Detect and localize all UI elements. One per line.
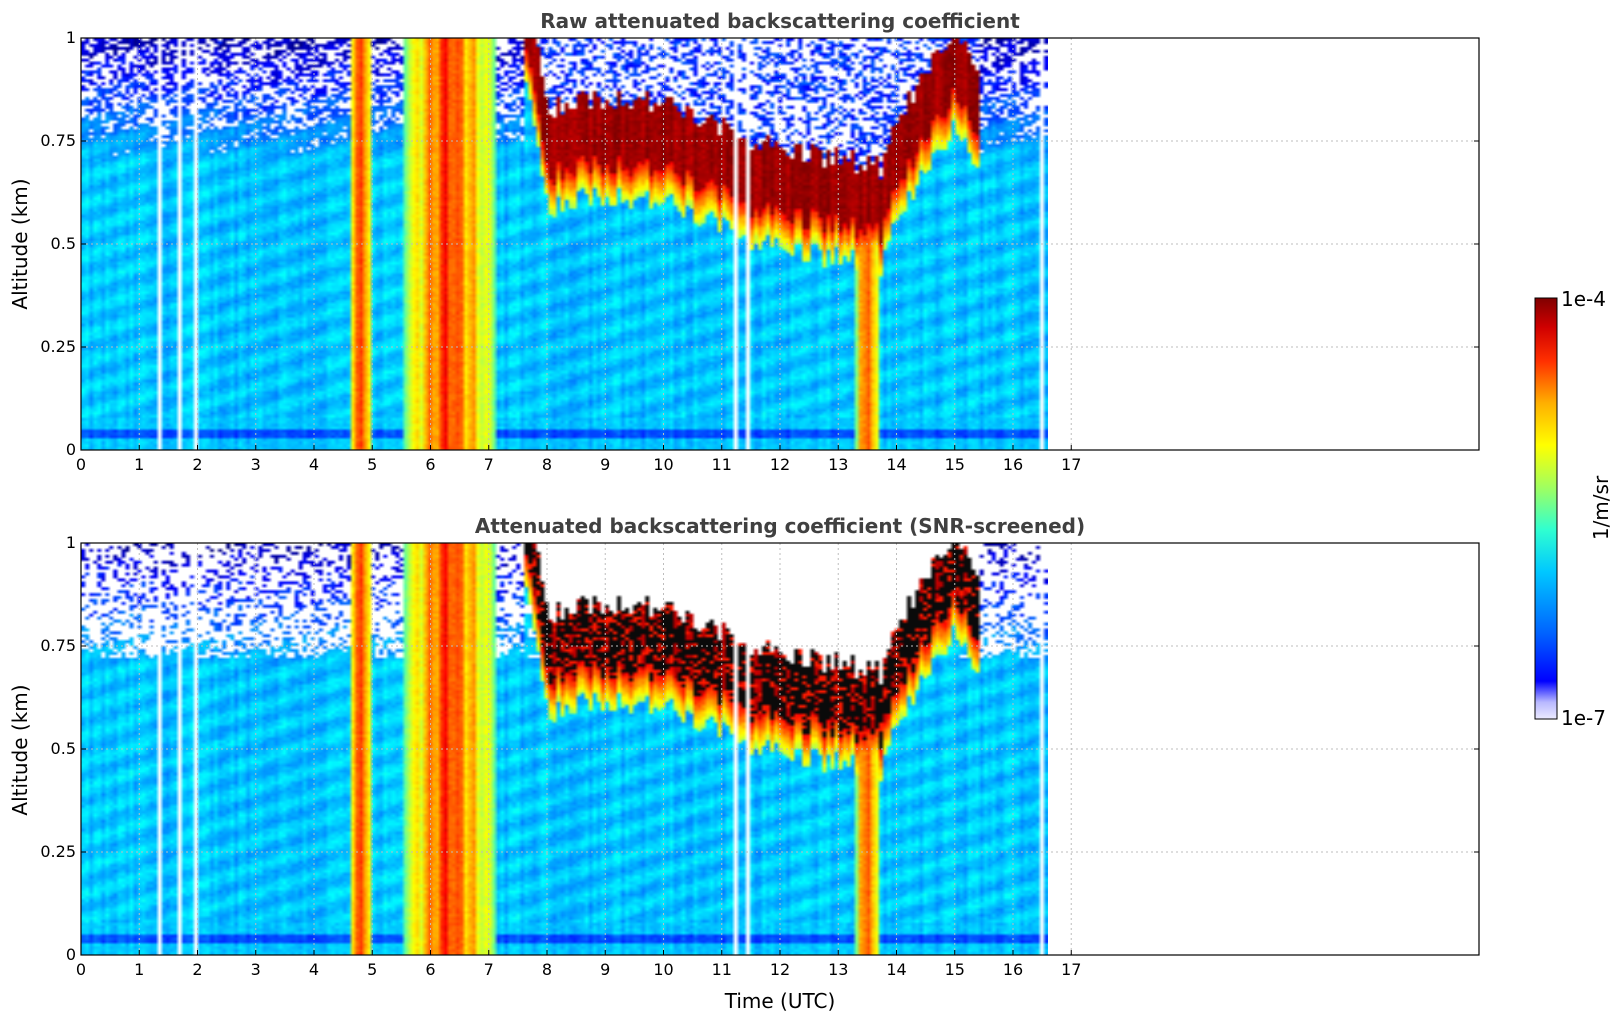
grid xyxy=(81,38,1479,450)
x-tick-label: 11 xyxy=(712,960,732,979)
x-tick-label: 3 xyxy=(251,455,261,474)
panel-screened: Attenuated backscattering coefficient (S… xyxy=(8,514,1480,1013)
colorbar-gradient xyxy=(1534,297,1558,720)
y-tick-label: 0.75 xyxy=(40,636,76,655)
x-tick-label: 17 xyxy=(1061,455,1081,474)
x-tick-label: 13 xyxy=(828,960,848,979)
colorbar-unit-label: 1/m/sr xyxy=(1589,475,1613,540)
x-tick-label: 7 xyxy=(484,455,494,474)
x-tick-label: 8 xyxy=(542,455,552,474)
y-tick-label: 0.75 xyxy=(40,131,76,150)
y-tick-label: 1 xyxy=(66,533,76,552)
x-tick-label: 16 xyxy=(1003,960,1023,979)
x-tick-label: 2 xyxy=(192,960,202,979)
x-tick-label: 3 xyxy=(251,960,261,979)
x-tick-label: 10 xyxy=(653,455,673,474)
x-tick-label: 12 xyxy=(770,960,790,979)
x-tick-label: 4 xyxy=(309,455,319,474)
x-tick-label: 17 xyxy=(1061,960,1081,979)
colorbar-max-label: 1e-4 xyxy=(1561,287,1606,311)
y-axis-ticks: 0 0.25 0.5 0.75 1 xyxy=(40,533,1479,964)
x-tick-label: 7 xyxy=(484,960,494,979)
x-tick-label: 9 xyxy=(600,455,610,474)
y-tick-label: 0.25 xyxy=(40,337,76,356)
x-tick-label: 1 xyxy=(134,455,144,474)
x-tick-label: 11 xyxy=(712,455,732,474)
x-axis-ticks: 0 1 2 3 4 5 6 7 8 9 10 11 12 13 14 15 16 17 xyxy=(76,445,1081,474)
x-axis-label: Time (UTC) xyxy=(724,989,836,1013)
panel-title: Raw attenuated backscattering coefficien… xyxy=(540,9,1020,33)
y-tick-label: 0.5 xyxy=(51,234,76,253)
x-tick-label: 12 xyxy=(770,455,790,474)
y-axis-label: Altitude (km) xyxy=(8,178,32,309)
x-tick-label: 14 xyxy=(886,960,906,979)
x-tick-label: 0 xyxy=(76,455,86,474)
x-axis-ticks: 0 1 2 3 4 5 6 7 8 9 10 11 12 13 14 15 16 17 xyxy=(76,950,1081,979)
x-tick-label: 4 xyxy=(309,960,319,979)
x-tick-label: 1 xyxy=(134,960,144,979)
x-tick-label: 0 xyxy=(76,960,86,979)
x-tick-label: 16 xyxy=(1003,455,1023,474)
grid xyxy=(81,543,1479,955)
x-tick-label: 6 xyxy=(425,455,435,474)
x-tick-label: 14 xyxy=(886,455,906,474)
x-tick-label: 5 xyxy=(367,960,377,979)
x-tick-label: 6 xyxy=(425,960,435,979)
colorbar-min-label: 1e-7 xyxy=(1561,706,1606,730)
y-tick-label: 0.25 xyxy=(40,842,76,861)
x-tick-label: 15 xyxy=(945,455,965,474)
colorbar: 1e-4 1e-7 1/m/sr xyxy=(1534,287,1613,730)
x-tick-label: 5 xyxy=(367,455,377,474)
panel-raw: Raw attenuated backscattering coefficien… xyxy=(8,9,1480,474)
y-tick-label: 1 xyxy=(66,28,76,47)
x-tick-label: 2 xyxy=(192,455,202,474)
y-axis-label: Altitude (km) xyxy=(8,684,32,815)
x-tick-label: 9 xyxy=(600,960,610,979)
y-axis-ticks: 0 0.25 0.5 0.75 1 xyxy=(40,28,1479,459)
x-tick-label: 13 xyxy=(828,455,848,474)
panel-title: Attenuated backscattering coefficient (S… xyxy=(475,514,1085,538)
y-tick-label: 0 xyxy=(66,945,76,964)
x-tick-label: 15 xyxy=(945,960,965,979)
x-tick-label: 8 xyxy=(542,960,552,979)
x-tick-label: 10 xyxy=(653,960,673,979)
y-tick-label: 0 xyxy=(66,440,76,459)
y-tick-label: 0.5 xyxy=(51,739,76,758)
